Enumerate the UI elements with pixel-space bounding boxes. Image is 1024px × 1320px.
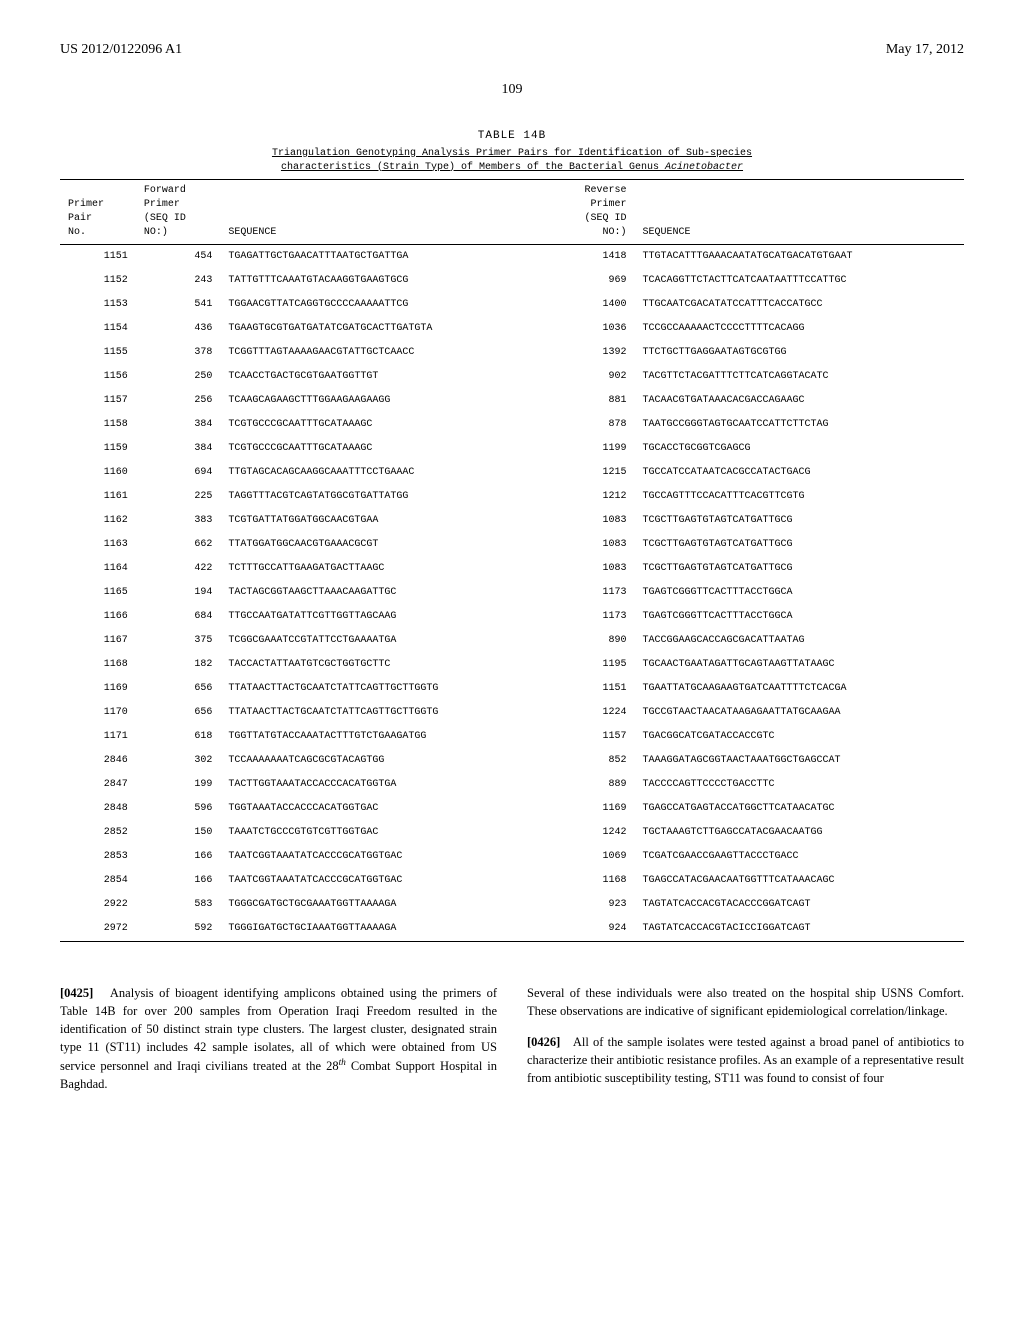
table-row: 1155378TCGGTTTAGTAAAAGAACGTATTGCTCAACC13… <box>60 341 964 365</box>
page-number: 109 <box>60 80 964 100</box>
col-fwd-seqid: Forward Primer (SEQ ID NO:) <box>136 179 221 244</box>
table-row: 1167375TCGGCGAAATCCGTATTCCTGAAAATGA890TA… <box>60 629 964 653</box>
table-row: 1165194TACTAGCGGTAAGCTTAAACAAGATTGC1173T… <box>60 581 964 605</box>
table-row: 1164422TCTTTGCCATTGAAGATGACTTAAGC1083TCG… <box>60 557 964 581</box>
paragraph-0425-cont: Several of these individuals were also t… <box>527 984 964 1020</box>
table-row: 2852150TAAATCTGCCCGTGTCGTTGGTGAC1242TGCT… <box>60 821 964 845</box>
table-row: 1154436TGAAGTGCGTGATGATATCGATGCACTTGATGT… <box>60 317 964 341</box>
table-row: 1159384TCGTGCCCGCAATTTGCATAAAGC1199TGCAC… <box>60 437 964 461</box>
table-row: 2854166TAATCGGTAAATATCACCCGCATGGTGAC1168… <box>60 869 964 893</box>
table-row: 1166684TTGCCAATGATATTCGTTGGTTAGCAAG1173T… <box>60 605 964 629</box>
paragraph-0425: [0425] Analysis of bioagent identifying … <box>60 984 497 1093</box>
table-row: 1151454TGAGATTGCTGAACATTTAATGCTGATTGA141… <box>60 244 964 269</box>
table-row: 1153541TGGAACGTTATCAGGTGCCCCAAAAATTCG140… <box>60 293 964 317</box>
table-row: 1171618TGGTTATGTACCAAATACTTTGTCTGAAGATGG… <box>60 725 964 749</box>
publication-date: May 17, 2012 <box>886 40 964 60</box>
table-row: 1169656TTATAACTTACTGCAATCTATTCAGTTGCTTGG… <box>60 677 964 701</box>
left-column: [0425] Analysis of bioagent identifying … <box>60 972 497 1106</box>
table-row: 1158384TCGTGCCCGCAATTTGCATAAAGC878TAATGC… <box>60 413 964 437</box>
table-row: 2922583TGGGCGATGCTGCGAAATGGTTAAAAGA923TA… <box>60 893 964 917</box>
primer-table: Primer Pair No. Forward Primer (SEQ ID N… <box>60 179 964 942</box>
table-row: 1161225TAGGTTTACGTCAGTATGGCGTGATTATGG121… <box>60 485 964 509</box>
table-label: TABLE 14B <box>60 129 964 144</box>
col-pair-no: Primer Pair No. <box>60 179 136 244</box>
table-row: 2848596TGGTAAATACCACCCACATGGTGAC1169TGAG… <box>60 797 964 821</box>
table-row: 2853166TAATCGGTAAATATCACCCGCATGGTGAC1069… <box>60 845 964 869</box>
table-row: 1152243TATTGTTTCAAATGTACAAGGTGAAGTGCG969… <box>60 269 964 293</box>
table-row: 1156250TCAACCTGACTGCGTGAATGGTTGT902TACGT… <box>60 365 964 389</box>
right-column: Several of these individuals were also t… <box>527 972 964 1106</box>
table-row: 1160694TTGTAGCACAGCAAGGCAAATTTCCTGAAAC12… <box>60 461 964 485</box>
table-row: 2972592TGGGIGATGCTGCIAAATGGTTAAAAGA924TA… <box>60 917 964 942</box>
col-fwd-seq: SEQUENCE <box>220 179 550 244</box>
body-columns: [0425] Analysis of bioagent identifying … <box>60 972 964 1106</box>
page-header: US 2012/0122096 A1 May 17, 2012 <box>60 40 964 60</box>
col-rev-seq: SEQUENCE <box>634 179 964 244</box>
publication-number: US 2012/0122096 A1 <box>60 40 182 60</box>
table-row: 2847199TACTTGGTAAATACCACCCACATGGTGA889TA… <box>60 773 964 797</box>
table-row: 2846302TCCAAAAAAATCAGCGCGTACAGTGG852TAAA… <box>60 749 964 773</box>
paragraph-0426: [0426] All of the sample isolates were t… <box>527 1033 964 1087</box>
table-caption: Triangulation Genotyping Analysis Primer… <box>60 147 964 175</box>
table-row: 1168182TACCACTATTAATGTCGCTGGTGCTTC1195TG… <box>60 653 964 677</box>
col-rev-seqid: Reverse Primer (SEQ ID NO:) <box>550 179 635 244</box>
table-row: 1162383TCGTGATTATGGATGGCAACGTGAA1083TCGC… <box>60 509 964 533</box>
table-row: 1157256TCAAGCAGAAGCTTTGGAAGAAGAAGG881TAC… <box>60 389 964 413</box>
table-row: 1170656TTATAACTTACTGCAATCTATTCAGTTGCTTGG… <box>60 701 964 725</box>
table-row: 1163662TTATGGATGGCAACGTGAAACGCGT1083TCGC… <box>60 533 964 557</box>
